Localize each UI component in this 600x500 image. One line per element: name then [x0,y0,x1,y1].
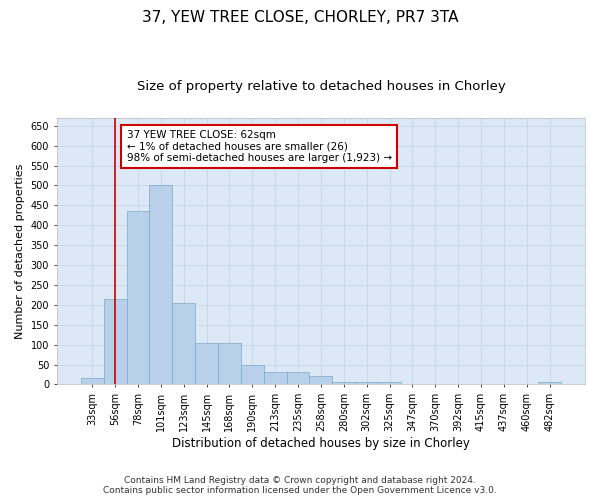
Bar [538,382,561,384]
Bar [241,364,264,384]
Text: 37 YEW TREE CLOSE: 62sqm
← 1% of detached houses are smaller (26)
98% of semi-de: 37 YEW TREE CLOSE: 62sqm ← 1% of detache… [127,130,392,163]
Bar [195,342,218,384]
Y-axis label: Number of detached properties: Number of detached properties [15,164,25,339]
Text: Contains HM Land Registry data © Crown copyright and database right 2024.
Contai: Contains HM Land Registry data © Crown c… [103,476,497,495]
Bar [355,382,378,384]
Bar [332,382,355,384]
Bar [172,303,195,384]
Bar [81,378,104,384]
Bar [310,376,332,384]
Bar [264,372,287,384]
Title: Size of property relative to detached houses in Chorley: Size of property relative to detached ho… [137,80,505,93]
Bar [218,342,241,384]
Bar [287,372,310,384]
Bar [378,382,401,384]
Bar [149,186,172,384]
X-axis label: Distribution of detached houses by size in Chorley: Distribution of detached houses by size … [172,437,470,450]
Text: 37, YEW TREE CLOSE, CHORLEY, PR7 3TA: 37, YEW TREE CLOSE, CHORLEY, PR7 3TA [142,10,458,25]
Bar [104,299,127,384]
Bar [127,212,149,384]
